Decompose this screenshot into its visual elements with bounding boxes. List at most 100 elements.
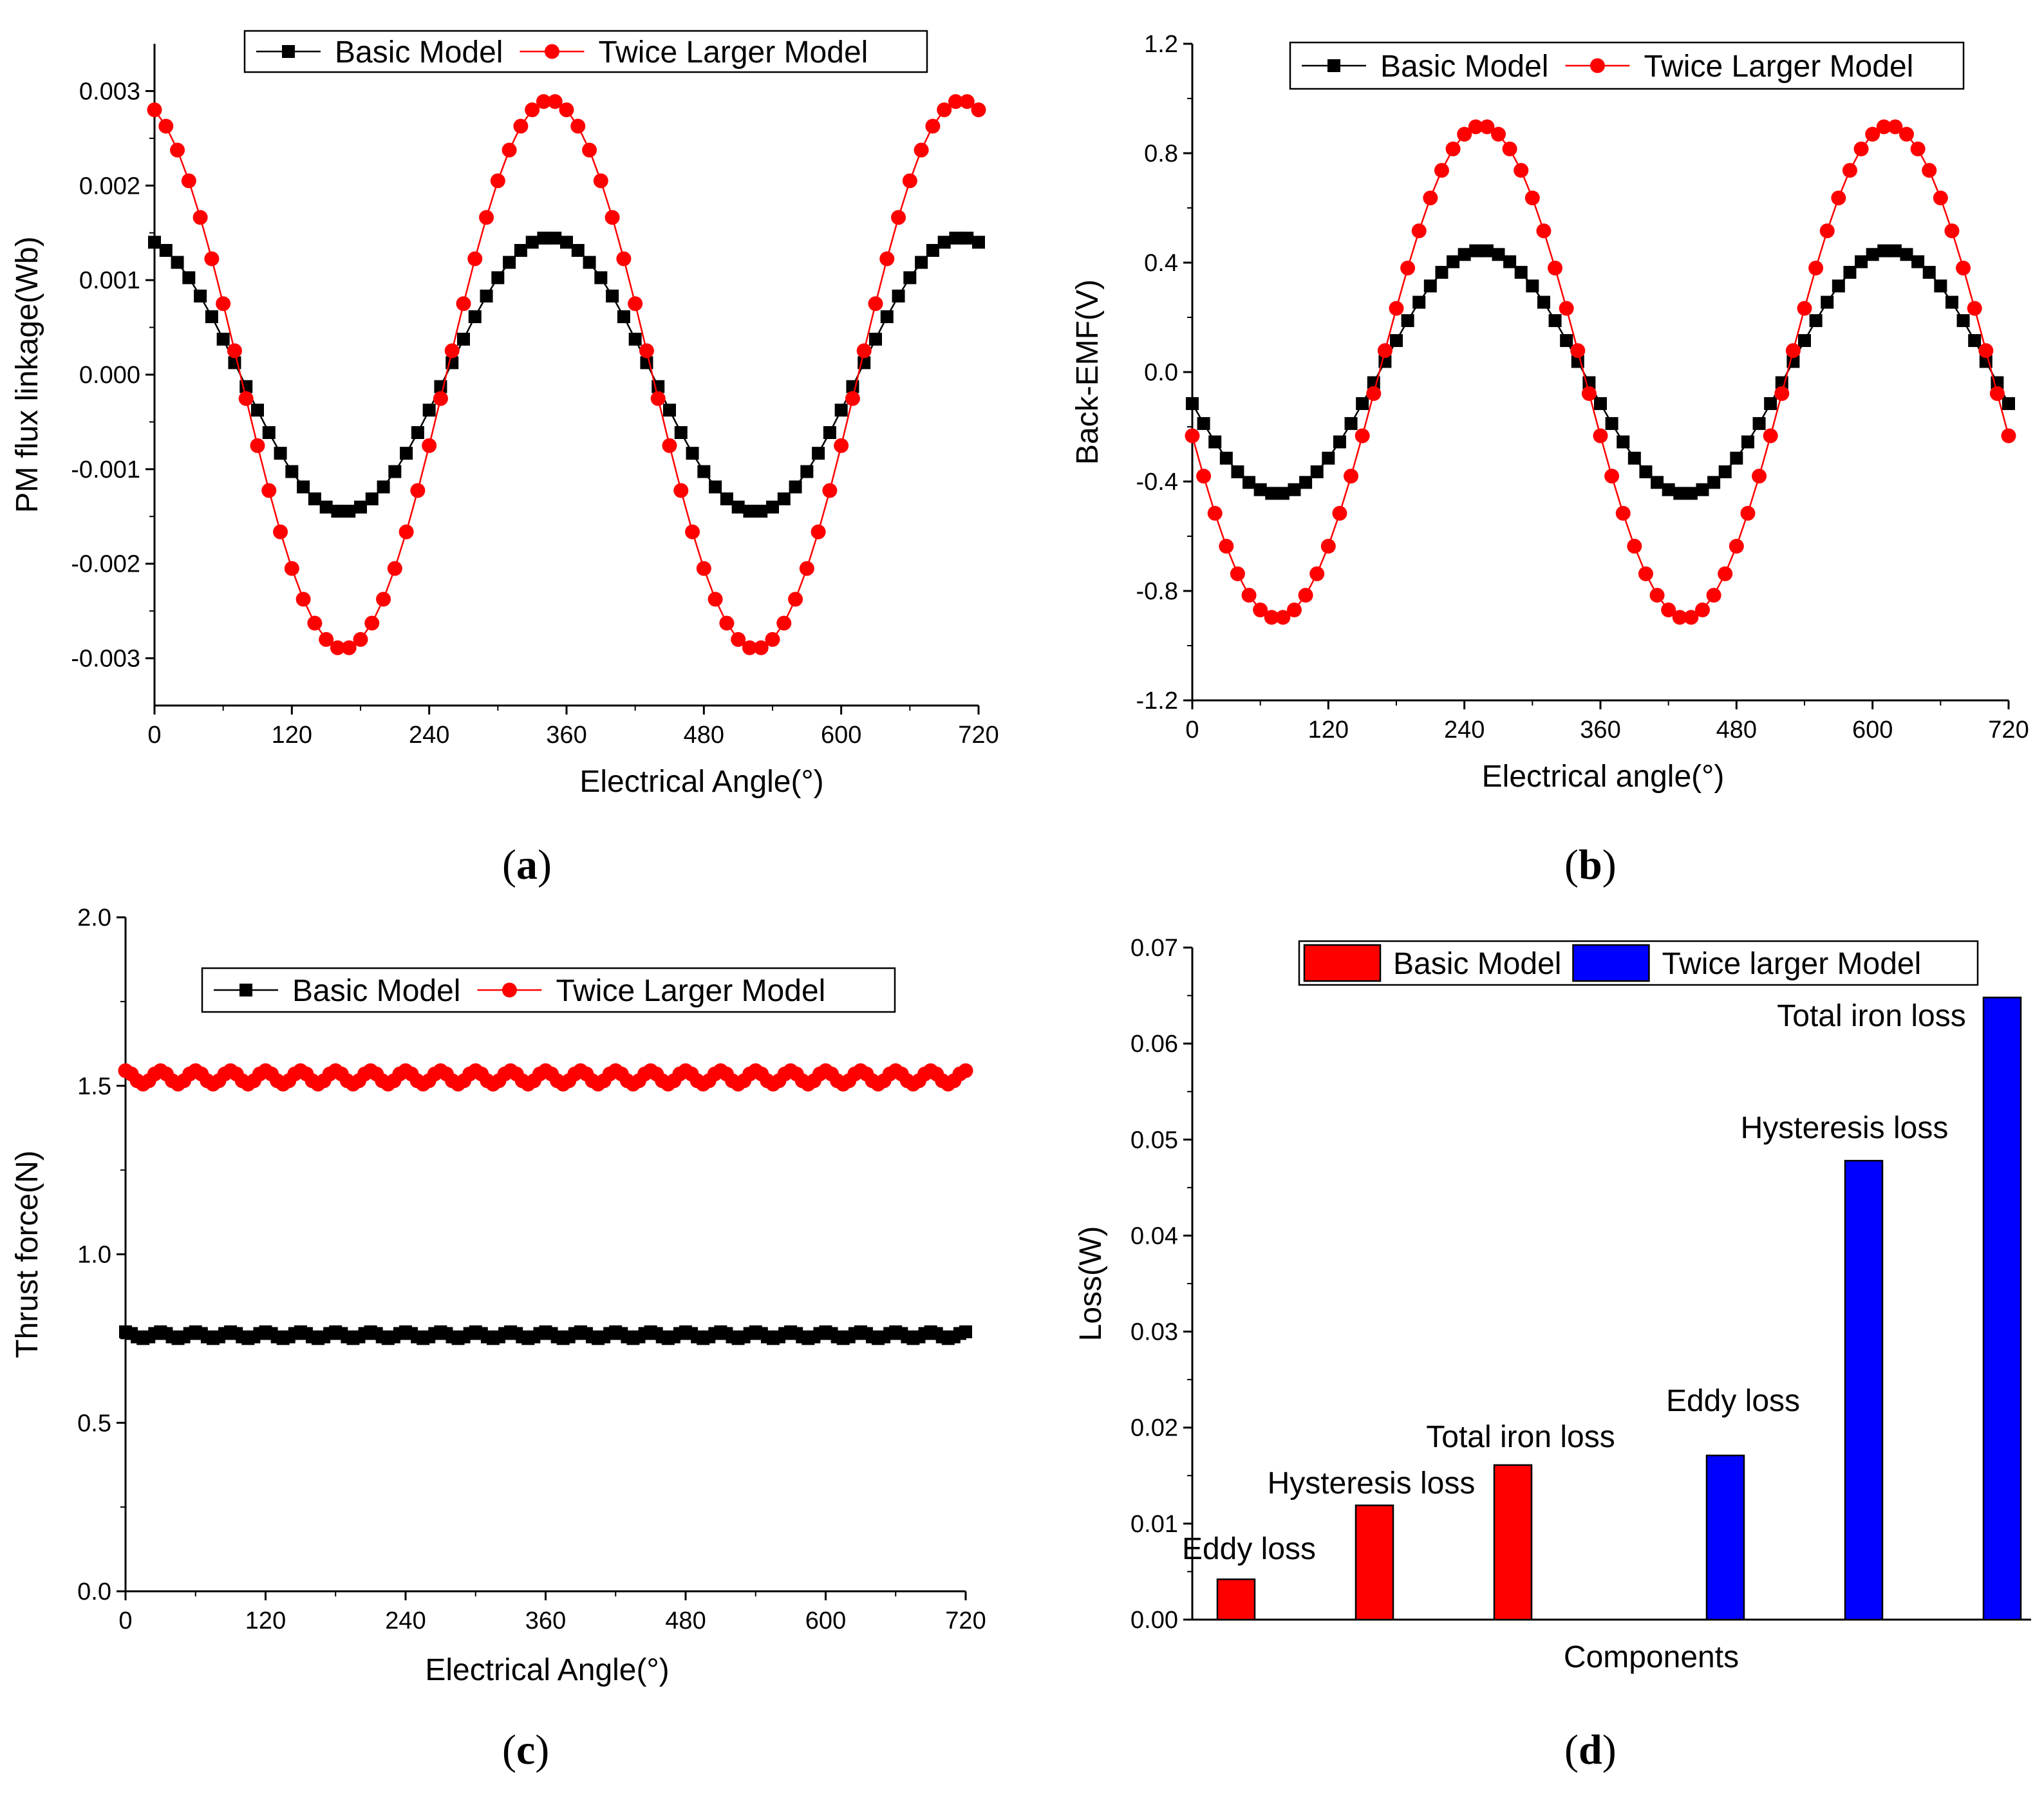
data-point	[250, 438, 265, 453]
data-point	[937, 236, 951, 249]
data-point	[1400, 260, 1416, 276]
bar-group: Total iron loss	[1777, 996, 2022, 1621]
data-point	[2002, 397, 2015, 410]
y-tick-label: -0.8	[1136, 578, 1178, 605]
data-point	[400, 447, 413, 460]
data-point	[1831, 191, 1846, 206]
bar-group: Hysteresis loss	[1268, 1466, 1475, 1621]
bar-group: Total iron loss	[1426, 1420, 1615, 1621]
data-point	[834, 438, 849, 453]
bar	[1355, 1504, 1394, 1621]
data-point	[1956, 314, 1970, 328]
legend-entry: Twice larger Model	[1572, 944, 1921, 982]
data-point	[959, 1325, 972, 1338]
panel-label: (a)	[502, 841, 552, 888]
bar-label: Total iron loss	[1777, 999, 1965, 1033]
data-point	[571, 244, 585, 257]
data-point	[1730, 451, 1743, 465]
data-point	[742, 640, 757, 655]
panel-label-letter: d	[1579, 1726, 1602, 1773]
legend-label: Basic Model	[1393, 947, 1561, 981]
panel-label-paren-close: )	[535, 1726, 549, 1773]
y-tick-label: 0.0	[1144, 359, 1178, 386]
y-tick-label: 0.01	[1130, 1511, 1178, 1538]
legend-entry: Twice Larger Model	[1565, 50, 1913, 84]
x-axis-title: Electrical angle(°)	[1482, 760, 1725, 794]
data-point	[422, 438, 437, 453]
data-point	[216, 296, 231, 312]
data-point	[1208, 435, 1222, 449]
data-point	[1764, 397, 1777, 410]
data-point	[480, 289, 493, 303]
data-point	[525, 102, 540, 118]
x-tick-label: 480	[1716, 716, 1757, 744]
data-point	[776, 615, 792, 631]
x-tick-label: 0	[1185, 716, 1199, 744]
bar-group: Eddy loss	[1666, 1384, 1800, 1621]
data-point	[1524, 191, 1540, 206]
series-line	[1191, 250, 2010, 494]
data-point	[1888, 119, 1903, 135]
data-point	[365, 492, 379, 505]
data-point	[570, 118, 586, 134]
data-point	[1707, 476, 1721, 489]
data-point	[261, 483, 277, 498]
data-point	[387, 561, 402, 576]
panel-label-paren-open: (	[1564, 1726, 1579, 1773]
data-point	[537, 231, 550, 245]
data-point	[743, 505, 756, 518]
data-point	[559, 102, 574, 118]
data-point	[364, 615, 380, 631]
y-axis-title: Thrust force(N)	[10, 1150, 44, 1358]
x-tick-label: 0	[118, 1607, 132, 1634]
legend-marker	[502, 982, 517, 998]
data-point	[147, 102, 162, 118]
x-tick-label: 120	[272, 722, 312, 749]
data-point	[1366, 386, 1382, 401]
data-point	[1559, 301, 1574, 316]
data-point	[719, 615, 735, 631]
data-point	[479, 210, 494, 225]
y-tick-label: -1.2	[1136, 688, 1178, 715]
series-twice-larger-model	[1185, 119, 2016, 625]
data-point	[1253, 483, 1267, 496]
data-point	[1593, 428, 1608, 444]
y-tick-label: 0.06	[1130, 1031, 1178, 1058]
data-point	[720, 492, 733, 505]
data-point	[1219, 451, 1233, 465]
x-tick-label: 0	[147, 722, 161, 749]
chart-panel-a: -0.003 -0.002 -0.001 0.000 0.001 0.002 0.003 PM…	[10, 30, 999, 888]
data-point	[1910, 141, 1926, 156]
data-point	[1649, 588, 1665, 603]
data-point	[307, 615, 323, 631]
data-point	[319, 631, 334, 647]
panel-label-paren-close: )	[1602, 1726, 1617, 1773]
data-point	[444, 343, 460, 359]
data-point	[331, 505, 344, 518]
x-tick-label: 480	[684, 722, 724, 749]
data-point	[251, 404, 264, 417]
series-line	[154, 237, 979, 512]
data-point	[1332, 505, 1347, 521]
y-tick-label: 0.0	[77, 1578, 111, 1605]
data-point	[467, 251, 483, 267]
legend-label: Twice larger Model	[1662, 947, 1921, 981]
data-point	[1287, 602, 1302, 617]
data-point	[192, 210, 208, 225]
data-point	[238, 391, 254, 406]
bar-label: Eddy loss	[1182, 1532, 1316, 1566]
data-point	[709, 480, 722, 494]
data-point	[789, 480, 802, 494]
data-point	[1989, 386, 2005, 401]
data-point	[708, 592, 723, 607]
data-point	[216, 332, 230, 346]
data-point	[1401, 314, 1414, 328]
data-point	[297, 480, 310, 494]
data-point	[330, 640, 345, 655]
data-point	[1445, 141, 1461, 156]
series-twice-larger-model	[118, 1063, 973, 1092]
data-point	[1673, 487, 1687, 500]
data-point	[1185, 428, 1200, 444]
data-point	[1333, 435, 1346, 449]
data-point	[422, 404, 436, 417]
